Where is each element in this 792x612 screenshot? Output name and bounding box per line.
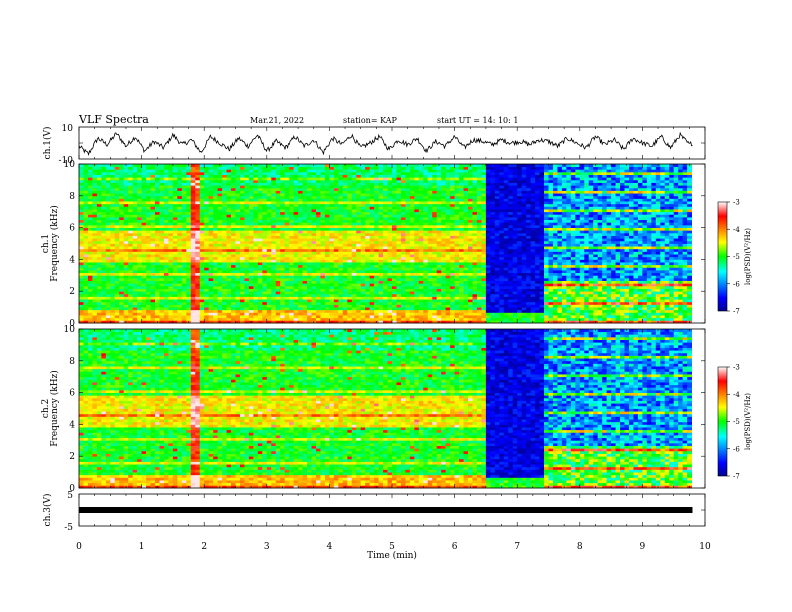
xtick-label: 6: [452, 542, 458, 552]
spectrogram-image: [79, 329, 692, 488]
xtick-label: 10: [699, 542, 711, 552]
colorbar-ch1: -3 -4 -5 -6 -7 log(PSD)(V²/Hz): [718, 199, 752, 316]
xtick-label: 3: [264, 542, 270, 552]
ytick-label: 2: [69, 287, 75, 297]
ytick-label: 8: [69, 192, 75, 202]
ch1-ylabel: ch.1(V): [42, 127, 53, 160]
ch3-trace: [79, 507, 692, 513]
ytick-label: 4: [69, 255, 75, 265]
ytick-label: 2: [69, 452, 75, 462]
ytick-label: 8: [69, 357, 75, 367]
ytick-label: 6: [69, 224, 75, 234]
ch3-ytick-top: 5: [67, 491, 73, 501]
colorbar-label: log(PSD)(V²/Hz): [744, 393, 752, 450]
colorbar-tick: -4: [733, 226, 740, 234]
xtick-label: 2: [201, 542, 207, 552]
ytick-label: 4: [69, 420, 75, 430]
xaxis-label: Time (min): [367, 550, 417, 561]
ytick-label: 10: [64, 160, 76, 170]
start-time-label: start UT = 14: 10: 1: [437, 116, 518, 125]
xtick-label: 7: [514, 542, 520, 552]
station-label: station= KAP: [343, 116, 398, 125]
vlf-spectra-figure: VLF Spectra Mar.21, 2022 station= KAP st…: [0, 0, 792, 612]
colorbar-tick: -3: [733, 364, 740, 372]
date-label: Mar.21, 2022: [250, 116, 304, 125]
ytick-label: 6: [69, 389, 75, 399]
colorbar-tick: -3: [733, 199, 740, 207]
colorbar-tick: -7: [733, 308, 740, 316]
ch3-ytick-bottom: -5: [64, 523, 73, 533]
colorbar-label: log(PSD)(V²/Hz): [744, 228, 752, 285]
xtick-label: 9: [640, 542, 646, 552]
ch3-ylabel: ch.3(V): [42, 494, 53, 527]
colorbar-ch2: -3 -4 -5 -6 -7 log(PSD)(V²/Hz): [718, 364, 752, 481]
xtick-label: 1: [139, 542, 145, 552]
ch1-frame: [79, 127, 705, 159]
colorbar-scale: [718, 367, 727, 476]
figure-title: VLF Spectra: [78, 113, 149, 126]
colorbar-tick: -7: [733, 473, 740, 481]
xtick-label: 8: [577, 542, 583, 552]
xtick-label: 0: [76, 542, 82, 552]
colorbar-scale: [718, 202, 727, 311]
ytick-label: 10: [64, 325, 76, 335]
ch1-ytick-top: 10: [62, 124, 74, 134]
colorbar-tick: -4: [733, 391, 740, 399]
ylabel-frequency: Frequency (kHz): [49, 205, 60, 282]
spectrogram-image: [79, 164, 692, 323]
colorbar-tick: -5: [733, 418, 740, 426]
colorbar-tick: -5: [733, 253, 740, 261]
ylabel-frequency: Frequency (kHz): [49, 370, 60, 447]
xtick-label: 4: [327, 542, 333, 552]
ch3-waveform-panel: 5 -5 ch.3(V): [42, 491, 705, 533]
colorbar-tick: -6: [733, 280, 740, 288]
colorbar-tick: -6: [733, 445, 740, 453]
ch1-trace: [79, 133, 693, 155]
